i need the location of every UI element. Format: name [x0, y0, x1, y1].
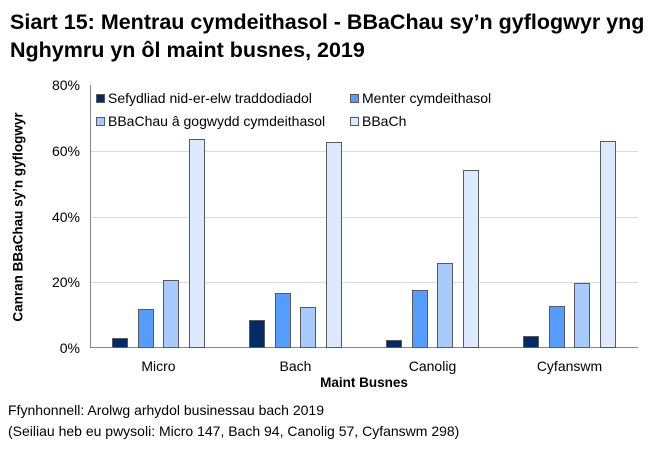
x-tick-label: Micro [141, 358, 176, 374]
bar [112, 338, 128, 348]
bar [386, 340, 402, 348]
legend-label: Sefydliad nid-er-elw traddodiadol [108, 90, 312, 106]
bar [411, 290, 428, 348]
y-tick-label: 60% [51, 142, 80, 159]
x-axis-label: Maint Busnes [320, 375, 408, 390]
legend-swatch-icon [96, 116, 105, 126]
plot-area [90, 85, 638, 348]
gridline [90, 282, 638, 284]
legend-swatch-icon [350, 93, 359, 103]
legend-item-social-enterprise: Menter cymdeithasol [350, 90, 491, 106]
bar [163, 280, 180, 348]
bar [326, 142, 343, 348]
bases-note: (Seiliau heb eu pwysoli: Micro 147, Bach… [8, 423, 460, 439]
bar [523, 336, 539, 348]
legend: Sefydliad nid-er-elw traddodiadol Menter… [92, 88, 612, 134]
bar [548, 306, 565, 348]
gridline [90, 150, 638, 152]
bar [249, 320, 265, 348]
legend-label: BBaChau â gogwydd cymdeithasol [108, 113, 326, 129]
y-axis-label-container: Canran BBaChau sy’n gyflogwyr [8, 85, 28, 348]
y-tick-label: 80% [51, 77, 80, 93]
legend-swatch-icon [350, 116, 359, 126]
bar [300, 307, 317, 348]
legend-label: Menter cymdeithasol [362, 90, 492, 106]
bar [189, 139, 206, 348]
bar [274, 293, 291, 348]
chart-title: Siart 15: Mentrau cymdeithasol - BBaChau… [10, 10, 645, 62]
legend-item-smes: BBaCh [350, 113, 406, 129]
x-tick-label: Cyfanswm [536, 358, 603, 374]
y-tick-label: 40% [51, 208, 80, 225]
legend-label: BBaCh [362, 113, 407, 129]
gridline [90, 216, 638, 218]
x-tick-label: Canolig [408, 358, 457, 374]
bar [137, 309, 154, 348]
source-note: Ffynhonnell: Arolwg arhydol businessau b… [8, 402, 324, 418]
bar [437, 263, 454, 348]
bar [600, 141, 617, 348]
bar [574, 283, 591, 348]
y-tick-label: 20% [51, 274, 80, 291]
legend-item-socially-oriented-smes: BBaChau â gogwydd cymdeithasol [96, 113, 325, 129]
x-tick-label: Bach [279, 358, 312, 374]
y-axis-label: Canran BBaChau sy’n gyflogwyr [10, 111, 26, 322]
y-tick-label: 0% [59, 340, 80, 356]
bar [463, 170, 480, 348]
legend-swatch-icon [96, 93, 105, 103]
legend-item-traditional-nonprofit: Sefydliad nid-er-elw traddodiadol [96, 90, 312, 106]
